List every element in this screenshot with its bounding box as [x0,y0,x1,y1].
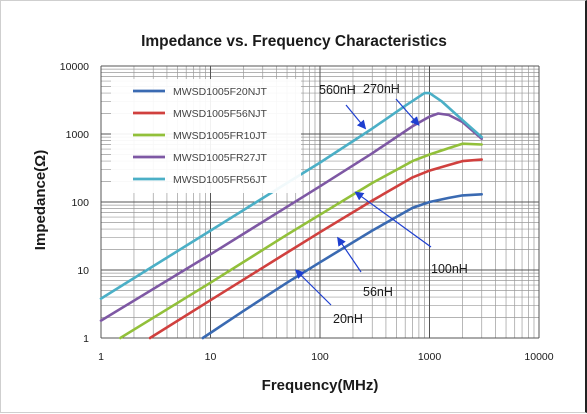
legend-label: MWSD1005FR27JT [173,152,268,164]
x-tick-label: 100 [311,351,329,363]
y-tick-label: 1000 [66,129,90,141]
series-line [99,112,483,322]
series-line [99,91,483,300]
legend-label: MWSD1005FR56JT [173,174,268,186]
annotation-arrow [337,236,362,273]
x-axis-title: Frequency(MHz) [262,377,379,394]
annotation-label: 100nH [431,262,468,276]
annotation-label: 56nH [363,285,393,299]
tick-labels: 1 10 100 1000 10000 10000 1000 100 10 1 [60,61,554,363]
annotation-label: 20nH [333,312,363,326]
annotation-arrow [294,269,332,306]
legend-label: MWSD1005FR10JT [173,130,268,142]
annotation-label: 270nH [363,82,400,96]
annotation-arrow [395,98,420,126]
annotation-arrow [345,104,367,130]
legend-label: MWSD1005F56NJT [173,108,268,120]
x-tick-label: 10000 [524,351,553,363]
x-tick-label: 1 [98,351,104,363]
x-tick-label: 10 [205,351,217,363]
y-axis-title: Impedance(Ω) [32,150,49,250]
annotation-label: 560nH [319,83,356,97]
x-tick-label: 1000 [418,351,442,363]
series-line [148,158,483,340]
y-tick-label: 1 [83,333,89,345]
y-tick-label: 10 [77,265,89,277]
chart-title: Impedance vs. Frequency Characteristics [141,33,447,50]
annotation-arrow [354,191,432,248]
y-tick-label: 100 [71,197,89,209]
y-tick-label: 10000 [60,61,89,73]
legend-label: MWSD1005F20NJT [173,86,268,98]
series-line [119,142,483,340]
legend: MWSD1005F20NJT MWSD1005F56NJT MWSD1005FR10… [111,79,301,193]
